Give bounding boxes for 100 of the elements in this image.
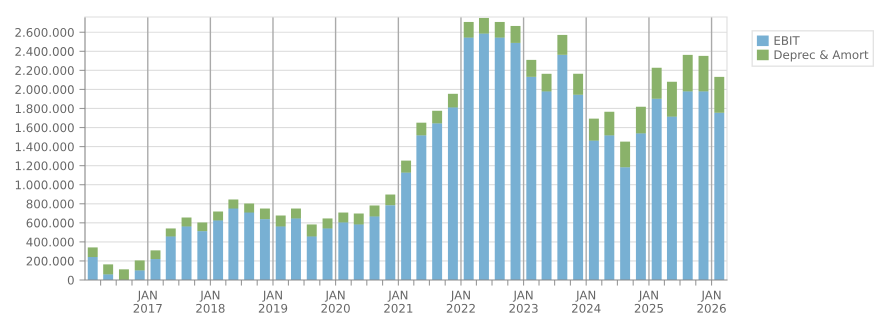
bar [182,217,192,226]
bar [354,224,364,280]
x-tick-label: JAN 2017 [134,290,162,313]
x-tick-label: JAN 2026 [697,290,726,313]
bar [620,142,630,168]
bar [150,250,160,260]
bar [213,211,224,220]
bar [464,22,474,38]
bar [401,172,412,280]
bar [354,213,364,224]
bar [714,76,724,113]
bar [370,205,380,216]
legend-label: Deprec & Amort [774,50,868,62]
y-tick-label: 1.200.000 [16,161,74,170]
bar [604,135,614,280]
bar [698,91,708,280]
bar [260,208,270,220]
bar [464,38,474,280]
bar [542,74,552,92]
bar [448,107,458,280]
legend-label: EBIT [774,36,800,45]
x-tick-label: JAN 2025 [634,290,663,313]
y-tick-label: 1.400.000 [16,142,74,152]
bar [88,247,98,258]
x-tick-label: JAN 2018 [196,290,225,313]
bar [698,56,708,92]
bar [636,106,646,134]
x-tick-label: JAN 2020 [321,290,350,313]
bar [666,82,677,117]
bar [290,208,301,218]
bar [652,98,662,280]
bar [494,22,505,38]
bar [322,228,333,280]
bar [306,236,317,280]
y-tick-label: 0 [68,276,74,285]
bar [652,68,662,99]
bar [604,112,614,136]
bar [276,226,286,280]
y-tick-label: 2.200.000 [15,66,74,76]
bar [260,219,270,280]
bar [306,224,317,236]
bar [244,212,254,280]
bar [118,269,129,280]
bar [526,60,536,77]
bar [510,42,520,280]
bar [338,222,348,280]
bar [276,215,286,226]
bar [573,94,584,280]
bar [432,123,442,280]
bar [416,135,426,280]
bar [401,160,412,173]
bar [197,222,208,232]
bar [620,167,630,280]
bar [228,199,238,209]
bar [166,236,176,280]
bar [134,260,145,270]
bar [542,91,552,280]
y-tick-label: 2.400.000 [15,47,74,56]
bar [322,218,333,228]
y-tick-label: 1.800.000 [16,104,74,114]
bar [213,220,224,280]
bar [478,18,489,34]
bar [290,218,301,280]
bar [588,140,599,280]
bar [682,54,693,92]
y-tick-label: 1.600.000 [16,123,74,132]
bar [150,259,160,280]
y-tick-label: 200.000 [26,256,74,266]
bar [182,226,192,280]
y-tick-label: 800.000 [26,199,74,208]
bar [557,54,568,280]
bar [557,34,568,55]
bar [478,34,489,280]
x-tick-label: JAN 2019 [258,290,288,313]
bar [526,76,536,280]
bar [682,91,693,280]
bar [416,122,426,136]
y-tick-label: 1.000.000 [16,180,74,190]
bar [88,257,98,280]
x-tick-label: JAN 2024 [572,290,601,313]
bar [385,205,396,280]
bar [166,228,176,236]
bar [573,74,584,95]
x-tick-label: JAN 2023 [509,290,538,313]
bar [666,116,677,280]
bar [197,231,208,280]
bar [134,270,145,280]
bar [228,208,238,280]
bar [636,133,646,280]
bar [714,112,724,280]
bar [432,110,442,124]
bar [244,203,254,213]
x-tick-label: JAN 2021 [384,290,412,313]
bar [385,194,396,206]
x-tick-label: JAN 2022 [446,290,475,313]
bar [370,216,380,280]
bar [448,94,458,108]
bar [103,264,114,274]
bar [494,38,505,280]
y-tick-label: 400.000 [26,238,74,247]
